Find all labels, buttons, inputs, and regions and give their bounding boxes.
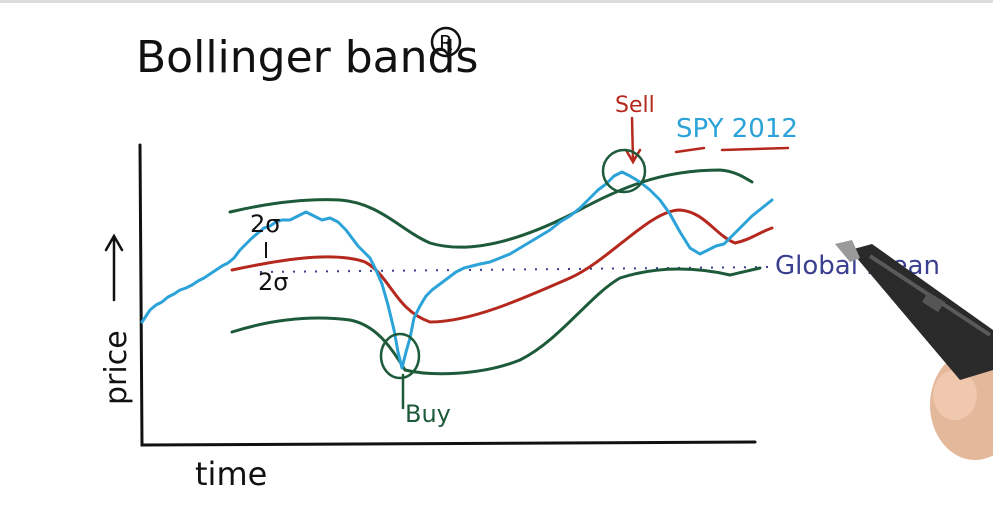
y-axis-arrow bbox=[104, 233, 124, 302]
y-axis-label: price bbox=[99, 233, 134, 405]
buy-circle bbox=[379, 332, 421, 380]
sell-label: Sell bbox=[615, 93, 655, 118]
svg-text:R: R bbox=[439, 31, 453, 55]
axes bbox=[138, 143, 757, 447]
svg-text:price: price bbox=[99, 330, 134, 405]
sell-circle bbox=[601, 148, 647, 194]
x-axis-label: time bbox=[195, 455, 267, 493]
lower-band-line bbox=[230, 266, 762, 376]
registered-mark: R bbox=[430, 26, 462, 58]
buy-label: Buy bbox=[405, 400, 451, 428]
sigma-lower-label: 2σ bbox=[258, 268, 288, 296]
top-border bbox=[0, 0, 993, 3]
stylus-pen-icon bbox=[835, 240, 993, 460]
page-title: Bollinger bands bbox=[136, 32, 478, 83]
moving-average-line bbox=[230, 208, 774, 324]
sigma-upper-label: 2σ bbox=[250, 210, 280, 238]
upper-band-line bbox=[228, 168, 754, 249]
price-line bbox=[140, 170, 774, 370]
series-name-label: SPY 2012 bbox=[676, 114, 798, 144]
series-underline bbox=[674, 146, 790, 154]
